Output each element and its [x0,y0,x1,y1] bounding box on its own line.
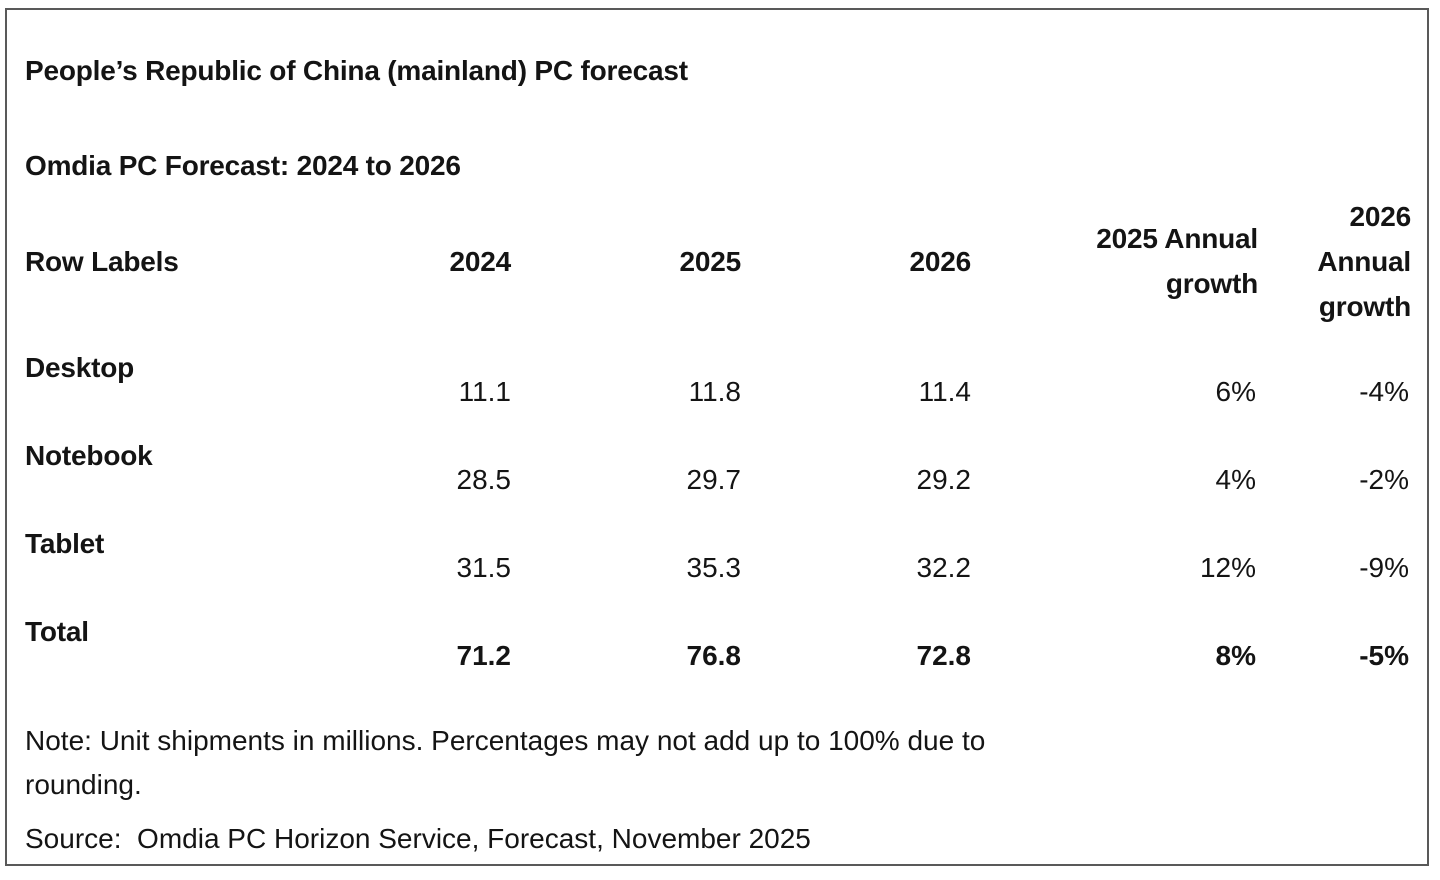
source-line: Source: Omdia PC Horizon Service, Foreca… [25,823,811,854]
forecast-sheet: People’s Republic of China (mainland) PC… [5,8,1429,866]
value-cell: 35.3 [686,552,742,583]
value-cell: 76.8 [686,640,742,671]
value-cell: 28.5 [456,464,512,495]
column-header-2026: 2026 [909,245,972,277]
value-cell: -9% [1359,552,1409,583]
value-cell: 72.8 [916,640,972,671]
value-cell: 11.1 [458,376,511,407]
row-label-cell: Total [25,616,89,647]
page-subtitle: Omdia PC Forecast: 2024 to 2026 [25,150,461,181]
value-cell: 8% [1215,640,1256,671]
page-title: People’s Republic of China (mainland) PC… [25,55,688,86]
value-cell: 29.2 [916,464,972,495]
table-row-desktop: Desktop 11.1 11.8 11.4 6% -4% [25,337,1415,425]
value-cell: 12% [1199,552,1256,583]
column-header-2024: 2024 [449,245,512,277]
value-cell: 31.5 [456,552,512,583]
table-header-row: Row Labels 2024 2025 2026 2025 Annual gr… [25,185,1415,337]
value-cell: -4% [1359,376,1409,407]
value-cell: 4% [1215,464,1256,495]
value-cell: -2% [1359,464,1409,495]
value-cell: 11.8 [688,376,741,407]
value-cell: 32.2 [916,552,972,583]
value-cell: 71.2 [456,640,512,671]
value-cell: 11.4 [918,376,971,407]
table-row-notebook: Notebook 28.5 29.7 29.2 4% -2% [25,425,1415,513]
table-row-tablet: Tablet 31.5 35.3 32.2 12% -9% [25,513,1415,601]
column-header-2026-annual-growth: 2026 Annual growth [1317,200,1411,322]
column-header-row-labels: Row Labels [25,245,179,277]
forecast-table: Row Labels 2024 2025 2026 2025 Annual gr… [25,185,1415,689]
row-label-cell: Tablet [25,528,105,559]
column-header-2025-annual-growth: 2025 Annual growth [1096,223,1258,299]
value-cell: 29.7 [686,464,742,495]
value-cell: -5% [1359,640,1409,671]
row-label-cell: Notebook [25,440,153,471]
row-label-cell: Desktop [25,352,135,383]
column-header-2025: 2025 [679,245,742,277]
table-row-total: Total 71.2 76.8 72.8 8% -5% [25,601,1415,689]
footnote: Note: Unit shipments in millions. Percen… [25,725,986,800]
value-cell: 6% [1215,376,1256,407]
